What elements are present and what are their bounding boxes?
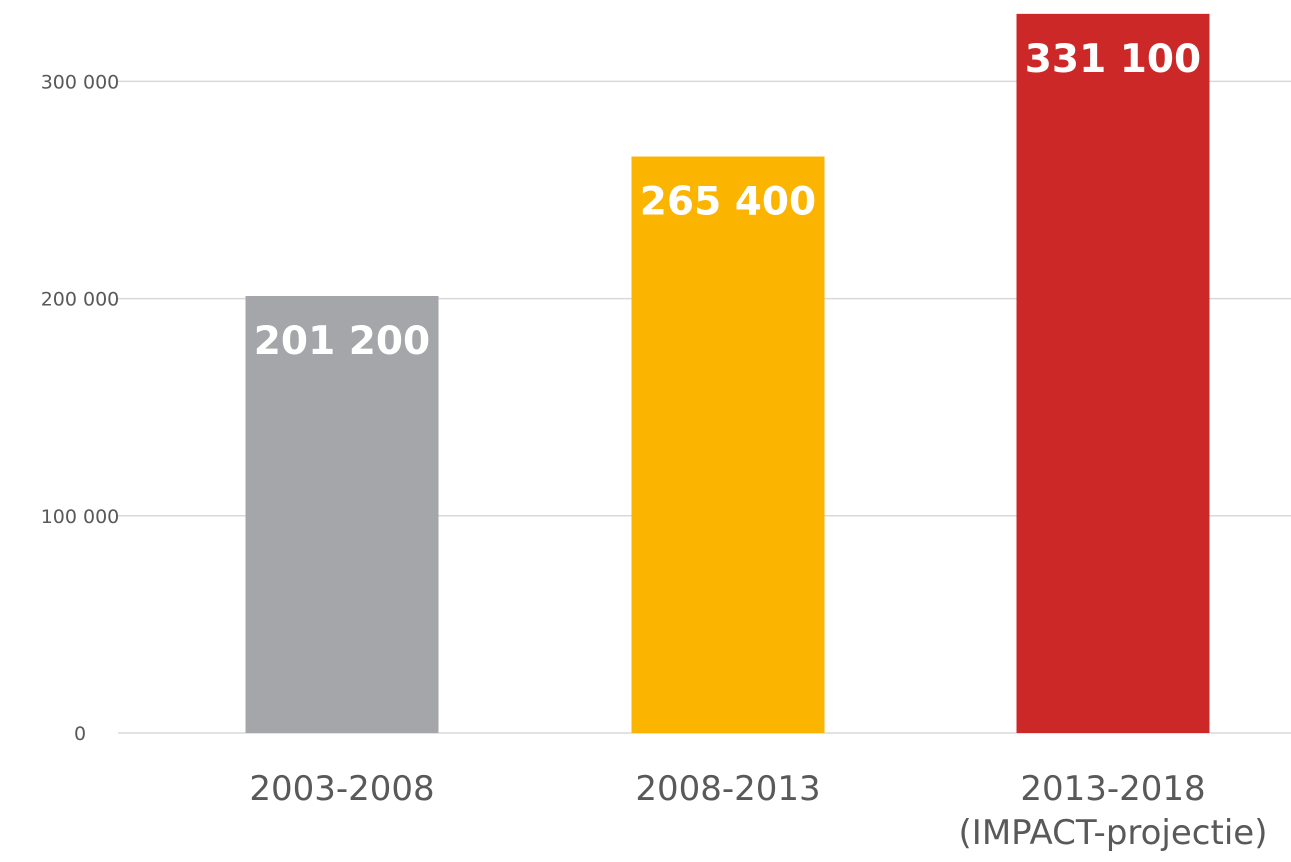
y-tick-label: 0 xyxy=(74,723,86,745)
y-tick-label: 100 000 xyxy=(41,506,120,528)
bar xyxy=(245,295,439,733)
bars xyxy=(245,13,1210,733)
bar xyxy=(631,156,825,733)
data-label: 201 200 xyxy=(254,319,430,364)
bar xyxy=(1016,13,1210,733)
y-tick-label: 300 000 xyxy=(41,71,120,93)
x-tick-label: 2013-2018 xyxy=(1020,769,1205,809)
x-tick-label: 2003-2008 xyxy=(249,769,434,809)
x-tick-label: 2008-2013 xyxy=(635,769,820,809)
x-axis-tick-labels: 2003-2008 2008-2013 2013-2018(IMPACT-proje… xyxy=(249,769,1267,853)
y-axis-tick-labels: 0 100 000 200 000 300 000 xyxy=(41,71,120,745)
data-label: 265 400 xyxy=(640,180,816,225)
data-label: 331 100 xyxy=(1025,37,1201,82)
y-tick-label: 200 000 xyxy=(41,289,120,311)
x-tick-label: (IMPACT-projectie) xyxy=(959,813,1268,853)
data-labels: 201 200 265 400 331 100 xyxy=(254,37,1201,364)
